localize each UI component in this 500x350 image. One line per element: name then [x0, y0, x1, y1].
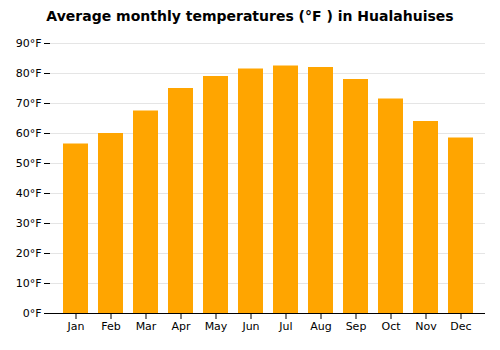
- svg-text:Sep: Sep: [346, 320, 367, 333]
- svg-text:0°F: 0°F: [23, 307, 42, 320]
- svg-text:60°F: 60°F: [16, 127, 42, 140]
- svg-text:Mar: Mar: [136, 320, 157, 333]
- svg-text:40°F: 40°F: [16, 187, 42, 200]
- svg-text:May: May: [205, 320, 228, 333]
- svg-text:Aug: Aug: [310, 320, 331, 333]
- svg-text:Oct: Oct: [381, 320, 401, 333]
- svg-text:90°F: 90°F: [16, 37, 42, 50]
- svg-text:Jul: Jul: [278, 320, 292, 333]
- svg-text:20°F: 20°F: [16, 247, 42, 260]
- svg-text:Jun: Jun: [241, 320, 259, 333]
- svg-text:50°F: 50°F: [16, 157, 42, 170]
- svg-text:Jan: Jan: [67, 320, 85, 333]
- svg-text:Dec: Dec: [450, 320, 471, 333]
- html-text:Average monthly temperatures (: Average monthly temperatures (°F ) in Hu…: [46, 8, 454, 24]
- svg-text:Feb: Feb: [101, 320, 120, 333]
- svg-text:10°F: 10°F: [16, 277, 42, 290]
- svg-text:Nov: Nov: [415, 320, 437, 333]
- svg-text:Apr: Apr: [171, 320, 191, 333]
- svg-text:80°F: 80°F: [16, 67, 42, 80]
- svg-text:30°F: 30°F: [16, 217, 42, 230]
- svg-text:70°F: 70°F: [16, 97, 42, 110]
